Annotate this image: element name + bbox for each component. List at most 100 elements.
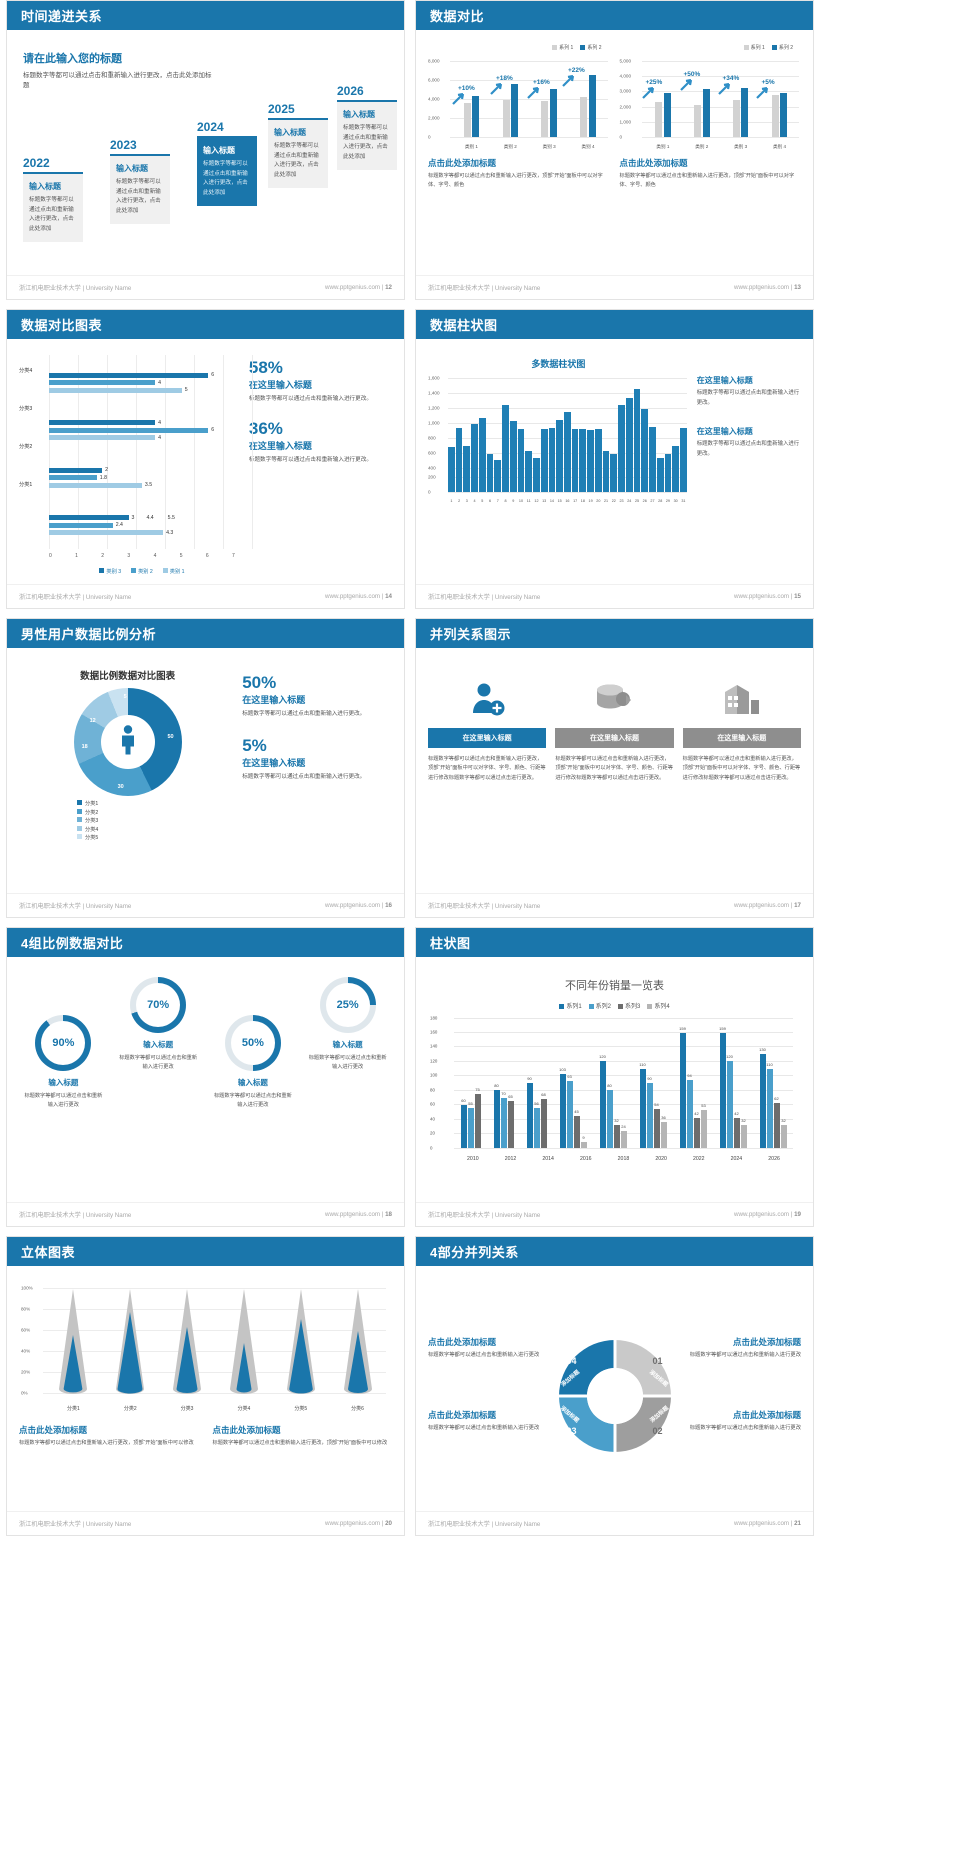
- feature-card-2[interactable]: 在这里输入标题 标题数字等都可以通过点击和重新输入进行更改，顶部“开始”面板中可…: [555, 676, 674, 783]
- ring-label: 输入标题: [237, 1078, 268, 1087]
- chart-s13-left: 系列 1 系列 2 8,000 6,000 4,000 2,000 0: [428, 36, 610, 268]
- donut-chart: 50 30 18 12 5: [73, 688, 182, 796]
- caption-body: 标题数字等都可以通过点击和重新输入进行更改，顶部“开始”面板中可以修改: [212, 1440, 388, 1446]
- stat-title: 在这里输入标题: [248, 441, 312, 452]
- segment-number: 02: [652, 1426, 663, 1436]
- slide-12-footer: 浙江机电职业技术大学 | University Name www.pptgeni…: [7, 275, 404, 299]
- ring-label: 输入标题: [143, 1040, 174, 1049]
- ring-card-1[interactable]: 90% 输入标题 标题数字等都可以通过点击和重新输入进行更改: [19, 1015, 108, 1111]
- footer-university: 浙江机电职业技术大学 | University Name: [428, 903, 541, 910]
- text-block-1: 点击此处添加标题 标题数字等都可以通过点击和重新输入进行更改: [428, 1336, 551, 1361]
- slide-14-footer: 浙江机电职业技术大学 | University Name www.pptgeni…: [7, 584, 404, 608]
- card-ribbon[interactable]: 在这里输入标题: [428, 728, 547, 748]
- stat-title: 在这里输入标题: [242, 695, 306, 705]
- slide-15-header: 数据柱状图: [416, 310, 813, 339]
- slide-13[interactable]: 数据对比 系列 1 系列 2 8,000 6,000 4,000 2,000 0: [415, 0, 814, 300]
- slide-19-header: 柱状图: [416, 928, 813, 957]
- segment-number: 01: [652, 1356, 663, 1366]
- slide-13-title: 数据对比: [430, 9, 485, 24]
- slide-15[interactable]: 数据柱状图 多数据柱状图 1,600 1,400 1,200 1,000 800…: [415, 309, 814, 609]
- person-icon: [119, 725, 137, 760]
- footer-university: 浙江机电职业技术大学 | University Name: [428, 1521, 541, 1528]
- caption-body: 标题数字等都可以通过点击和重新输入进行更改，顶部“开始”面板中可以修改: [19, 1440, 194, 1446]
- slide-12-title: 时间递进关系: [21, 9, 103, 24]
- slide-16-header: 男性用户数据比例分析: [7, 619, 404, 648]
- ring-body: 标题数字等都可以通过点击和重新输入进行更改: [24, 1093, 103, 1109]
- slide-12[interactable]: 时间递进关系 请在此输入您的标题 标题数字等都可以通过点击和重新输入进行更改，点…: [6, 0, 405, 300]
- cone-bar: [113, 1289, 147, 1400]
- ring-card-2[interactable]: 70% 输入标题 标题数字等都可以通过点击和重新输入进行更改: [114, 977, 203, 1073]
- feature-card-1[interactable]: 在这里输入标题 标题数字等都可以通过点击和重新输入进行更改，顶部“开始”面板中可…: [428, 676, 547, 783]
- timeline-year: 2025: [268, 101, 295, 116]
- block-body: 标题数字等都可以通过点击和重新输入进行更改: [428, 1352, 540, 1359]
- chart-legend: 分类1 分类2 分类3 分类4 分类5: [19, 800, 236, 841]
- slide-17[interactable]: 并列关系图示 在这里输入标题 标题数字等都可以通过点击和重新输入进行更改，顶部“…: [415, 618, 814, 918]
- caption-title: 点击此处添加标题: [428, 158, 497, 168]
- stat-body: 标题数字等都可以通过点击和重新输入进行更改。: [242, 711, 366, 717]
- slide-20[interactable]: 立体图表 100% 80% 60% 40% 20% 0%: [6, 1236, 405, 1536]
- stat-body: 标题数字等都可以通过点击和重新输入进行更改。: [248, 396, 372, 402]
- slide-15-title: 数据柱状图: [430, 318, 498, 333]
- footer-page: www.pptgenius.com | 20: [325, 1520, 392, 1527]
- chart-legend: 系列 1 系列 2: [620, 44, 802, 51]
- stat-percent: 36%: [248, 419, 283, 439]
- bar-group: 110 90 54 36: [639, 1018, 667, 1148]
- chart-s15: 多数据柱状图 1,600 1,400 1,200 1,000 800 600 4…: [428, 357, 689, 577]
- chart-bar-group: 3 4.4 5.5 2.4 4.3: [49, 515, 235, 536]
- bar-group: 90 56 68: [526, 1018, 547, 1148]
- slide-20-footer: 浙江机电职业技术大学 | University Name www.pptgeni…: [7, 1511, 404, 1535]
- block-title: 点击此处添加标题: [732, 1337, 801, 1348]
- slide-19[interactable]: 柱状图 不同年份销量一览表 系列1 系列2 系列3 系列4 180 160 14…: [415, 927, 814, 1227]
- ring-percent: 90%: [52, 1037, 75, 1049]
- chart-title: 多数据柱状图: [531, 359, 586, 369]
- ring-card-3[interactable]: 50% 输入标题 标题数字等都可以通过点击和重新输入进行更改: [209, 1015, 298, 1111]
- timeline-year: 2026: [337, 83, 364, 98]
- timeline-year: 2022: [23, 155, 50, 170]
- cone-bar: [56, 1289, 90, 1400]
- timeline-card[interactable]: 输入标题 标题数字等都可以通过点击和重新输入进行更改，点击此处添加: [268, 117, 328, 188]
- stats-panel: 在这里输入标题 标题数字等都可以通过点击和重新输入进行更改。 在这里输入标题 标…: [697, 357, 801, 577]
- card-ribbon[interactable]: 在这里输入标题: [682, 728, 801, 748]
- chart-x-labels: 2010 2012 2014 2016 2018 2020 2022 2024 2026: [467, 1156, 780, 1162]
- slide-18[interactable]: 4组比例数据对比 90% 输入标题 标题数字等都可以通过点击和重新输入进行更改 …: [6, 927, 405, 1227]
- annotation-growth: +34%: [722, 75, 740, 82]
- progress-ring: 50%: [224, 1015, 281, 1071]
- timeline-step-2022[interactable]: 2022 输入标题 标题数字等都可以通过点击和重新输入进行更改，点击此处添加: [23, 156, 83, 242]
- timeline-step-2024[interactable]: 2024 输入标题 标题数字等都可以通过点击和重新输入进行更改，点击此处添加: [197, 120, 257, 206]
- timeline-step-2023[interactable]: 2023 输入标题 标题数字等都可以通过点击和重新输入进行更改，点击此处添加: [110, 138, 170, 224]
- timeline-card[interactable]: 输入标题 标题数字等都可以通过点击和重新输入进行更改，点击此处添加: [23, 171, 83, 242]
- timeline-step-2025[interactable]: 2025 输入标题 标题数字等都可以通过点击和重新输入进行更改，点击此处添加: [268, 102, 328, 188]
- cone-bar: [170, 1289, 204, 1400]
- timeline-card-body: 标题数字等都可以通过点击和重新输入进行更改，点击此处添加: [203, 160, 248, 197]
- slide-16[interactable]: 男性用户数据比例分析 数据比例数据对比图表 50 30 18 12 5: [6, 618, 405, 918]
- chart-title: 数据比例数据对比图表: [80, 671, 176, 682]
- bar-group: 80 70 65: [493, 1018, 514, 1148]
- slide-20-header: 立体图表: [7, 1237, 404, 1266]
- timeline-step-2026[interactable]: 2026 输入标题 标题数字等都可以通过点击和重新输入进行更改，点击此处添加: [337, 84, 397, 170]
- footer-page: www.pptgenius.com | 21: [734, 1520, 801, 1527]
- ring-card-4[interactable]: 25% 输入标题 标题数字等都可以通过点击和重新输入进行更改: [303, 977, 392, 1073]
- timeline-card-active[interactable]: 输入标题 标题数字等都可以通过点击和重新输入进行更改，点击此处添加: [197, 135, 257, 206]
- caption-body: 标题数字等都可以通过点击和重新输入进行更改，顶部“开始”面板中可以对字体、字号、…: [619, 173, 795, 188]
- chart-y-label: 分类1: [19, 482, 33, 488]
- stat-body: 标题数字等都可以通过点击和重新输入进行更改。: [696, 390, 800, 406]
- timeline-card[interactable]: 输入标题 标题数字等都可以通过点击和重新输入进行更改，点击此处添加: [337, 99, 397, 170]
- slide-14-title: 数据对比图表: [21, 318, 103, 333]
- timeline-lead-body: 标题数字等都可以通过点击和重新输入进行更改，点击此处添加标题: [23, 72, 212, 90]
- timeline-card[interactable]: 输入标题 标题数字等都可以通过点击和重新输入进行更改，点击此处添加: [110, 153, 170, 224]
- annotation-growth: +22%: [568, 67, 585, 74]
- slide-14[interactable]: 数据对比图表 分类4 分类3 分类2 分类1 6 4: [6, 309, 405, 609]
- slide-19-body: 不同年份销量一览表 系列1 系列2 系列3 系列4 180 160 140 12…: [416, 957, 813, 1201]
- slide-21[interactable]: 4部分并列关系 点击此处添加标题 标题数字等都可以通过点击和重新输入进行更改 点…: [415, 1236, 814, 1536]
- chart-s13-right: 系列 1 系列 2 5,000 4,000 3,000 2,000 1,000 0: [620, 36, 802, 268]
- card-ribbon[interactable]: 在这里输入标题: [555, 728, 674, 748]
- chart-legend: 系列1 系列2 系列3 系列4: [428, 1001, 801, 1010]
- timeline-card-title: 输入标题: [274, 127, 306, 137]
- slide-18-body: 90% 输入标题 标题数字等都可以通过点击和重新输入进行更改 70% 输入标题 …: [7, 957, 404, 1201]
- slide-17-title: 并列关系图示: [430, 627, 512, 642]
- timeline-card-body: 标题数字等都可以通过点击和重新输入进行更改，点击此处添加: [29, 196, 74, 233]
- feature-card-3[interactable]: 在这里输入标题 标题数字等都可以通过点击和重新输入进行更改，顶部“开始”面板中可…: [682, 676, 801, 783]
- text-block-3: 点击此处添加标题 标题数字等都可以通过点击和重新输入进行更改: [428, 1409, 551, 1434]
- footer-university: 浙江机电职业技术大学 | University Name: [428, 285, 541, 292]
